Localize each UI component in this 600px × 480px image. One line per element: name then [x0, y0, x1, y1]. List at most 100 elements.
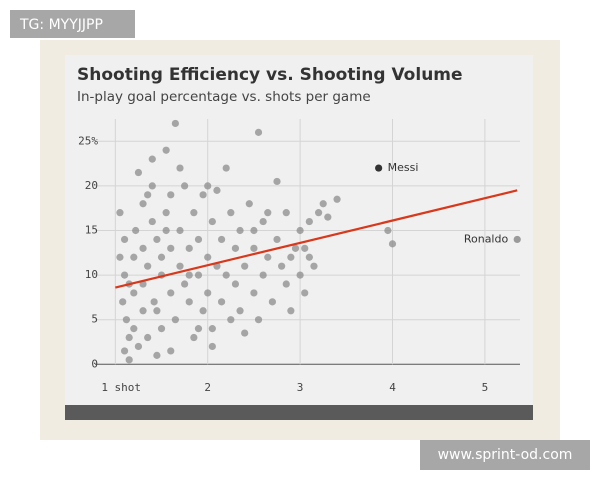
x-tick-label: 4 [389, 381, 396, 394]
data-point [190, 333, 198, 342]
data-point [153, 235, 161, 244]
data-point [181, 182, 189, 190]
data-point [167, 191, 175, 199]
data-point [314, 209, 323, 217]
data-point [120, 235, 129, 244]
data-point [296, 271, 304, 279]
data-point [254, 316, 263, 324]
data-point [241, 329, 249, 337]
y-tick-label: 0 [91, 357, 98, 370]
data-point [130, 289, 138, 297]
data-point [227, 209, 235, 217]
data-point [185, 298, 193, 306]
y-tick-label: 15 [85, 223, 98, 236]
chart-title: Shooting Efficiency vs. Shooting Volume [77, 65, 463, 85]
data-point [208, 217, 216, 226]
data-point [171, 316, 179, 324]
data-point [296, 226, 304, 235]
data-point [116, 209, 124, 217]
data-point [139, 307, 147, 315]
data-point [185, 244, 193, 252]
y-tick-label: 20 [85, 179, 98, 192]
data-point [148, 217, 156, 226]
data-point [194, 325, 203, 333]
data-point [199, 307, 207, 315]
data-point [264, 209, 272, 217]
data-point [236, 226, 244, 235]
data-point [273, 177, 281, 186]
y-tick-label: 10 [85, 268, 98, 281]
trend-line [115, 189, 518, 289]
data-point [278, 262, 286, 270]
data-point [130, 253, 138, 261]
data-point [384, 226, 392, 235]
data-point [199, 191, 207, 199]
data-point [245, 200, 253, 208]
watermark-box [10, 10, 135, 38]
data-point [287, 307, 295, 315]
data-point [144, 262, 152, 270]
data-point [204, 253, 212, 261]
x-tick-label: 5 [482, 381, 489, 394]
y-tick-label: 25% [78, 134, 98, 147]
data-point [162, 226, 170, 235]
data-point [157, 325, 166, 333]
data-point [157, 253, 166, 261]
data-point [130, 325, 138, 333]
watermark: www.sprint-od.com [438, 447, 573, 463]
data-point [259, 271, 267, 279]
data-point [153, 351, 161, 359]
data-point [250, 226, 258, 235]
watermark: TG: MYYJJPP [19, 17, 103, 33]
data-point [250, 289, 258, 297]
data-point [273, 235, 281, 244]
x-tick-label: 1 shot [101, 381, 141, 394]
data-point [132, 226, 140, 235]
data-point [116, 253, 124, 261]
data-point [310, 262, 318, 270]
data-point [167, 347, 175, 355]
data-point [301, 244, 309, 252]
data-point [194, 271, 203, 279]
data-point [324, 213, 332, 221]
y-tick-label: 5 [91, 313, 98, 326]
data-point [236, 307, 244, 315]
data-point [208, 342, 216, 351]
data-point [167, 244, 175, 252]
data-point [305, 217, 313, 226]
point-label: Ronaldo [464, 232, 509, 245]
data-point [144, 191, 152, 199]
highlight-point [513, 235, 521, 244]
data-point [148, 155, 156, 163]
data-point [250, 244, 258, 252]
data-point [291, 244, 300, 252]
data-point [162, 146, 170, 154]
data-point [305, 253, 313, 261]
footer-bar [65, 405, 533, 420]
x-tick-label: 2 [204, 381, 211, 394]
x-tick-label: 3 [297, 381, 304, 394]
data-point [319, 200, 327, 208]
data-point [217, 235, 226, 244]
data-point [171, 119, 179, 128]
data-point [282, 209, 290, 217]
data-point [176, 164, 184, 172]
data-point [190, 209, 198, 217]
data-point [282, 280, 290, 288]
data-point [176, 262, 184, 270]
data-point [388, 240, 397, 248]
data-point [259, 217, 267, 226]
data-point [231, 280, 240, 288]
data-point [204, 289, 212, 297]
data-point [148, 182, 156, 190]
data-point [217, 298, 226, 306]
data-point [181, 280, 189, 288]
data-point [125, 356, 133, 364]
point-label: Messi [388, 161, 419, 174]
data-point [134, 342, 143, 351]
data-point [125, 333, 133, 342]
data-point [268, 298, 276, 306]
data-point [231, 244, 240, 252]
